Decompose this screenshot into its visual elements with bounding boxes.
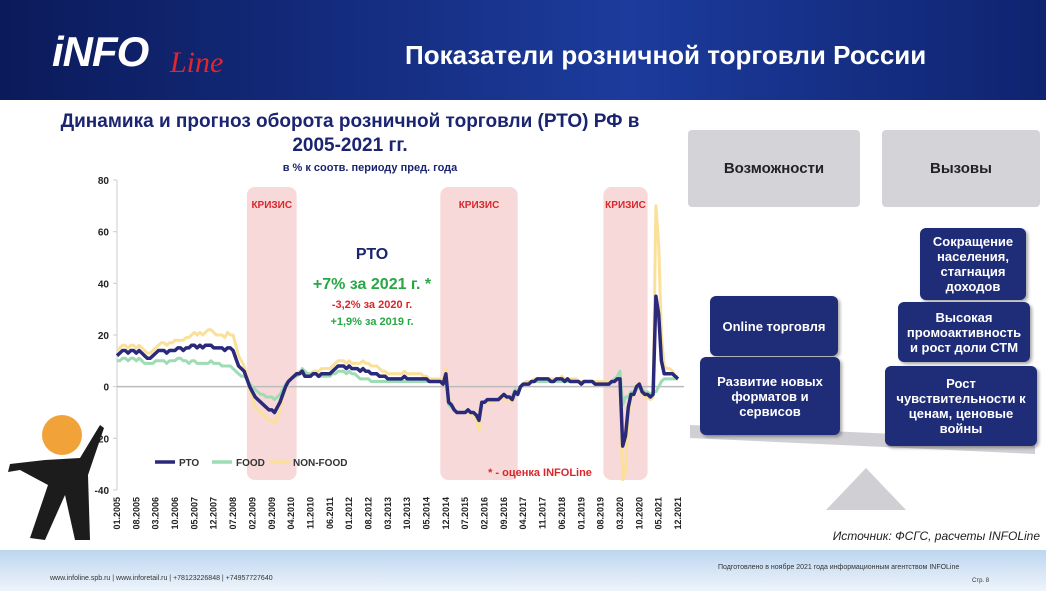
x-tick-label: 02.2009	[247, 497, 257, 530]
header-band	[0, 0, 1046, 100]
footer-page: Стр. 8	[972, 578, 990, 584]
scale-pivot	[826, 468, 906, 510]
annotation: +1,9% за 2019 г.	[330, 316, 413, 328]
opportunity-box: Развитие новых форматов и сервисов	[700, 357, 840, 435]
x-tick-label: 12.2007	[209, 497, 219, 530]
series-line	[115, 294, 680, 448]
x-tick-label: 09.2016	[499, 497, 509, 530]
x-tick-label: 01.2019	[576, 497, 586, 530]
footer-contacts: www.infoline.spb.ru | www.inforetail.ru …	[50, 575, 273, 582]
legend-label: РТО	[179, 458, 199, 469]
crisis-label: КРИЗИС	[251, 200, 292, 211]
x-tick-label: 10.2013	[402, 497, 412, 530]
x-tick-label: 06.2011	[325, 497, 335, 529]
x-tick-label: 05.2014	[422, 497, 432, 530]
x-tick-label: 01.2012	[344, 497, 354, 530]
x-tick-label: 12.2021	[673, 497, 683, 530]
challenge-box: Сокращение населения, стагнация доходов	[920, 228, 1026, 300]
header-title: Показатели розничной торговли России	[405, 40, 927, 70]
x-tick-label: 12.2014	[441, 497, 451, 530]
x-tick-label: 07.2015	[460, 497, 470, 530]
crisis-region	[246, 187, 297, 480]
x-tick-label: 11.2017	[538, 497, 548, 529]
legend-label: NON-FOOD	[293, 458, 347, 469]
mascot-head	[42, 415, 82, 455]
logo-main: iNFO	[52, 28, 149, 75]
y-tick-label: 20	[98, 331, 110, 342]
challenge-box: Рост чувствительности к ценам, ценовые в…	[885, 366, 1037, 446]
x-tick-label: 01.2005	[112, 497, 122, 530]
opportunity-box: Online торговля	[710, 296, 838, 356]
x-tick-label: 04.2010	[286, 497, 296, 530]
x-tick-label: 06.2018	[557, 497, 567, 530]
crisis-region	[440, 187, 518, 480]
x-tick-label: 11.2010	[305, 497, 315, 529]
source: Источник: ФСГС, расчеты INFOLine	[832, 529, 1040, 543]
chart-title: Динамика и прогноз оборота розничной тор…	[60, 111, 640, 156]
x-tick-label: 07.2008	[228, 497, 238, 530]
x-tick-label: 05.2021	[654, 497, 664, 530]
y-tick-label: 0	[103, 383, 109, 394]
y-tick-label: 40	[98, 279, 110, 290]
header-box: Возможности	[688, 130, 860, 207]
x-tick-label: 08.2012	[363, 497, 373, 530]
x-tick-label: 05.2007	[189, 497, 199, 530]
annotation: РТО	[356, 246, 388, 263]
annotation: -3,2% за 2020 г.	[332, 299, 412, 311]
x-tick-label: 02.2016	[480, 497, 490, 530]
mascot-body	[8, 425, 104, 540]
y-tick-label: -20	[95, 434, 110, 445]
x-tick-label: 10.2006	[170, 497, 180, 530]
footer-band	[0, 550, 1046, 591]
x-tick-label: 08.2005	[131, 497, 141, 530]
y-tick-label: 60	[98, 228, 110, 239]
x-tick-label: 09.2009	[267, 497, 277, 530]
x-tick-label: 10.2020	[634, 497, 644, 530]
crisis-label: КРИЗИС	[605, 200, 646, 211]
logo-script: Line	[170, 46, 224, 79]
chart-subtitle: в % к соотв. периоду пред. года	[282, 162, 458, 174]
x-tick-label: 03.2013	[383, 497, 393, 530]
mascot	[8, 415, 104, 540]
y-tick-label: -40	[95, 486, 110, 497]
y-tick-label: 80	[98, 176, 110, 187]
crisis-label: КРИЗИС	[459, 200, 500, 211]
challenge-box: Высокая промоактивность и рост доли СТМ	[898, 302, 1030, 362]
annotation: * - оценка INFOLine	[488, 467, 592, 479]
x-tick-label: 03.2020	[615, 497, 625, 530]
x-tick-label: 03.2006	[151, 497, 161, 530]
annotation: +7% за 2021 г. *	[313, 276, 432, 293]
x-tick-label: 04.2017	[518, 497, 528, 530]
crisis-region	[603, 187, 648, 480]
series-line	[115, 204, 678, 482]
x-tick-label: 08.2019	[596, 497, 606, 530]
legend-label: FOOD	[236, 458, 265, 469]
series-line	[117, 356, 678, 420]
header-box: Вызовы	[882, 130, 1040, 207]
footer-prepared: Подготовлено в ноябре 2021 года информац…	[718, 564, 960, 571]
